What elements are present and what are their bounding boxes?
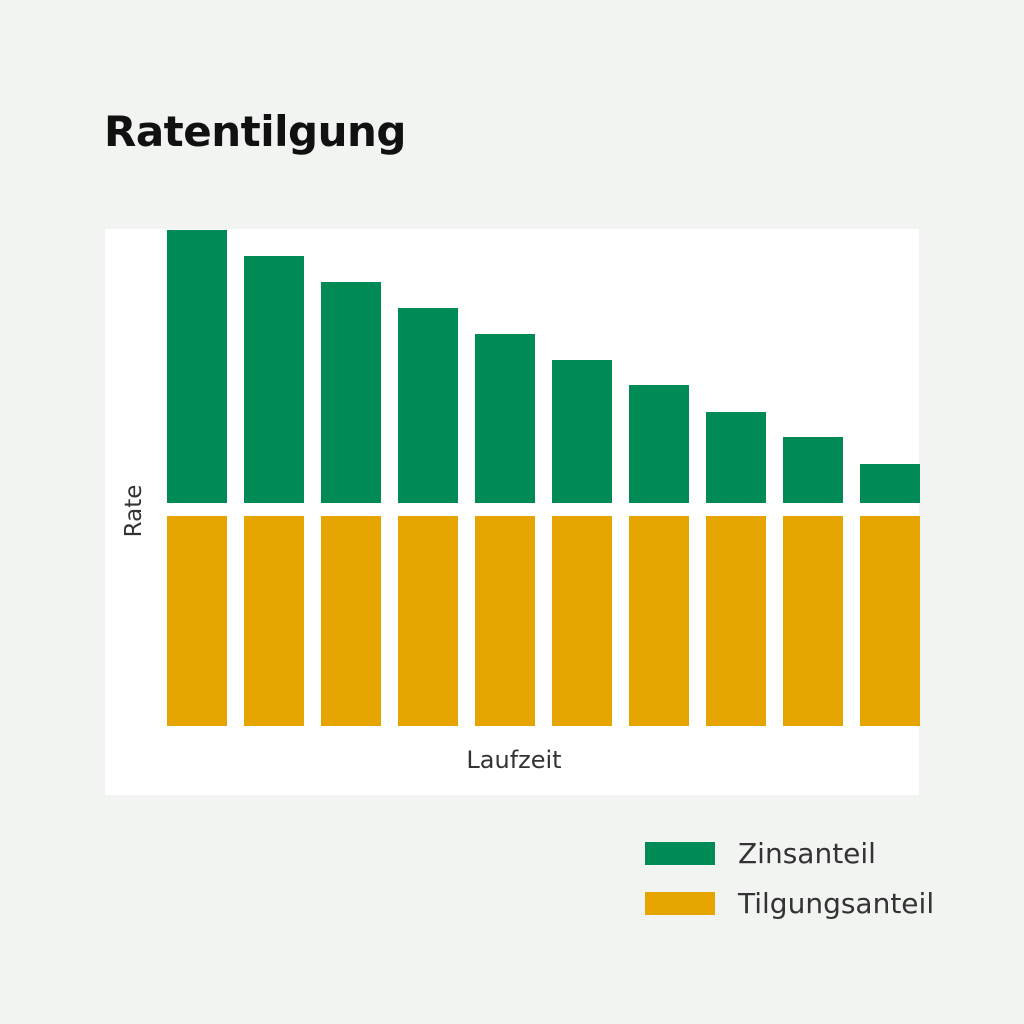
bar-zinsanteil-9 <box>783 437 843 503</box>
bar-zinsanteil-2 <box>244 256 304 503</box>
bar-tilgungsanteil-8 <box>706 516 766 726</box>
y-axis-label: Rate <box>121 484 147 538</box>
chart-panel <box>105 229 920 795</box>
legend: Zinsanteil Tilgungsanteil <box>645 828 934 928</box>
bar-tilgungsanteil-2 <box>244 516 304 726</box>
legend-item-tilgungsanteil: Tilgungsanteil <box>645 878 934 928</box>
bar-tilgungsanteil-3 <box>321 516 381 726</box>
chart-plot <box>167 230 920 726</box>
chart-title: Ratentilgung <box>104 107 406 156</box>
bar-tilgungsanteil-1 <box>167 516 227 726</box>
bar-zinsanteil-4 <box>398 308 458 503</box>
legend-swatch-tilgungsanteil <box>645 891 715 915</box>
legend-label-tilgungsanteil: Tilgungsanteil <box>738 886 935 920</box>
bar-tilgungsanteil-6 <box>552 516 612 726</box>
bar-tilgungsanteil-10 <box>860 516 920 726</box>
legend-label-zinsanteil: Zinsanteil <box>738 836 876 870</box>
bar-tilgungsanteil-9 <box>783 516 843 726</box>
bar-tilgungsanteil-4 <box>398 516 458 726</box>
bar-tilgungsanteil-5 <box>475 516 535 726</box>
bar-zinsanteil-6 <box>552 360 612 503</box>
bar-zinsanteil-10 <box>860 464 920 503</box>
bar-tilgungsanteil-7 <box>629 516 689 726</box>
legend-swatch-zinsanteil <box>645 841 715 865</box>
bar-zinsanteil-7 <box>629 385 689 503</box>
bar-zinsanteil-1 <box>167 230 227 503</box>
bar-zinsanteil-8 <box>706 412 766 503</box>
bar-zinsanteil-5 <box>475 334 535 503</box>
bar-zinsanteil-3 <box>321 282 381 503</box>
x-axis-label: Laufzeit <box>466 746 562 774</box>
legend-item-zinsanteil: Zinsanteil <box>645 828 934 878</box>
